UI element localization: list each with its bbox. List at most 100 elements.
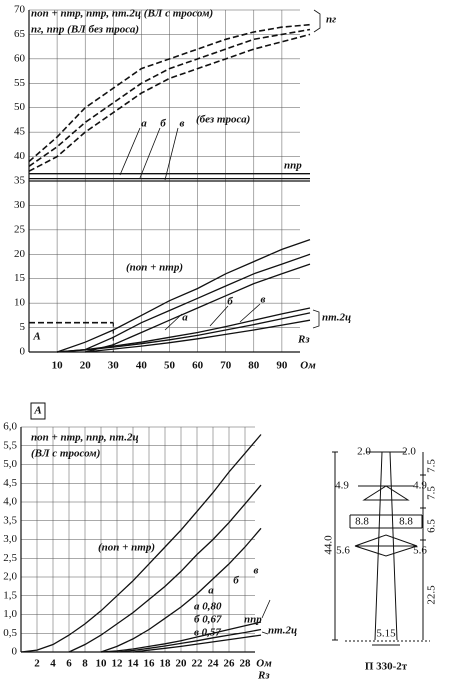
y-tick-label: 50 <box>14 101 26 113</box>
x-tick-label: 6 <box>66 658 72 670</box>
annotation: nпр <box>244 614 262 626</box>
annotation: в <box>180 118 185 130</box>
x-tick-label: 22 <box>192 658 204 670</box>
y-tick-label: 0 <box>20 346 26 358</box>
annotation: (nоп + nтр) <box>98 542 155 554</box>
pointer-line <box>261 599 271 635</box>
annotation: б 0,67 <box>194 614 222 626</box>
annotation: nт.2ц <box>322 312 351 324</box>
y-tick-label: 15 <box>14 272 26 284</box>
series-line <box>132 634 262 653</box>
x-tick-label: 4 <box>50 658 56 670</box>
series-line <box>85 319 311 353</box>
tower-dimension: 2.0 <box>357 446 371 458</box>
annotation: Ом <box>256 658 272 670</box>
x-tick-label: 14 <box>128 658 140 670</box>
series-line <box>100 621 262 653</box>
annotation: nг, nпр (ВЛ без троса) <box>31 24 139 36</box>
annotation: nпр <box>284 160 302 172</box>
tower-dimension: 5.6 <box>413 545 427 557</box>
tower-dimension: 8.8 <box>355 516 369 528</box>
annotation: nт.2ц <box>268 625 297 637</box>
tower-drawing <box>332 451 430 646</box>
y-tick-label: 35 <box>14 175 26 187</box>
y-tick-label: 4,0 <box>3 496 17 508</box>
annotation: A <box>32 331 40 343</box>
annotation: A <box>33 405 41 417</box>
y-tick-label: 1,0 <box>3 608 17 620</box>
tower-title: П 330-2т <box>365 661 408 673</box>
annotation: а <box>208 585 214 597</box>
annotation: nоп + nтр, nпр, nт.2ц <box>31 432 139 444</box>
annotation: в <box>254 565 259 577</box>
annotation: б <box>160 118 166 130</box>
x-tick-label: 10 <box>52 360 64 372</box>
x-tick-label: 10 <box>96 658 108 670</box>
x-tick-label: 18 <box>160 658 172 670</box>
y-tick-label: 0 <box>12 646 18 658</box>
x-tick-label: 20 <box>80 360 92 372</box>
pointer-line <box>313 9 321 33</box>
annotation: nг <box>326 14 336 26</box>
series-line <box>28 28 311 167</box>
series-line <box>56 238 311 353</box>
tower-dimension: 22.5 <box>426 585 438 605</box>
y-tick-label: 55 <box>14 77 26 89</box>
annotation: Rз <box>257 670 270 681</box>
tower-dimension: 5.15 <box>376 628 396 640</box>
annotation: nоп + nтр, nтр, nт.2ц (ВЛ с тросом) <box>31 8 213 20</box>
tower-dimension: 8.8 <box>399 516 413 528</box>
x-tick-label: 8 <box>82 658 88 670</box>
y-tick-label: 5,5 <box>3 439 17 451</box>
x-tick-label: 28 <box>240 658 252 670</box>
series-line <box>100 527 262 653</box>
x-tick-label: 16 <box>144 658 156 670</box>
annotation: в <box>261 294 266 306</box>
y-tick-label: 65 <box>14 28 26 40</box>
tower-dimension: 2.0 <box>402 446 416 458</box>
series-line <box>57 312 311 353</box>
y-tick-label: 5 <box>20 321 26 333</box>
series-line <box>28 23 311 163</box>
series-line <box>57 307 311 353</box>
annotation: в 0,57 <box>194 627 221 639</box>
annotation: (ВЛ с тросом) <box>31 448 100 460</box>
tower-dimension: 6.5 <box>426 519 438 533</box>
tower-dimension: 44.0 <box>323 535 335 555</box>
x-tick-label: 60 <box>192 360 204 372</box>
x-tick-label: 26 <box>224 658 236 670</box>
series-line <box>116 628 262 653</box>
annotation: а <box>141 118 147 130</box>
series-line <box>68 484 262 653</box>
y-tick-label: 0,5 <box>3 627 17 639</box>
pointer-line <box>164 303 261 331</box>
y-tick-label: 70 <box>14 4 26 16</box>
x-tick-label: 20 <box>176 658 188 670</box>
y-tick-label: 60 <box>14 52 26 64</box>
tower-dimension: 5.6 <box>336 545 350 557</box>
y-tick-label: 30 <box>14 199 26 211</box>
x-tick-label: 50 <box>164 360 176 372</box>
annotation: (без троса) <box>196 114 250 126</box>
y-tick-label: 2,5 <box>3 552 17 564</box>
series-line <box>20 434 262 653</box>
x-tick-label: 90 <box>276 360 288 372</box>
y-tick-label: 20 <box>14 248 26 260</box>
y-tick-label: 10 <box>14 297 26 309</box>
pointer-line <box>119 127 179 181</box>
y-tick-label: 45 <box>14 126 26 138</box>
x-tick-label: 70 <box>220 360 232 372</box>
annotation: Rз <box>297 334 310 346</box>
region-label-box <box>30 402 46 420</box>
y-tick-label: 3,0 <box>3 533 17 545</box>
series-line <box>85 263 311 353</box>
pointer-line <box>312 309 320 329</box>
tower-dimension: 7.5 <box>426 486 438 500</box>
y-tick-label: 5,0 <box>3 458 17 470</box>
series-line <box>57 253 311 353</box>
annotation: б <box>227 296 233 308</box>
tower-dimension: 4.9 <box>413 480 427 492</box>
series-line <box>28 33 311 172</box>
x-tick-label: 2 <box>34 658 40 670</box>
